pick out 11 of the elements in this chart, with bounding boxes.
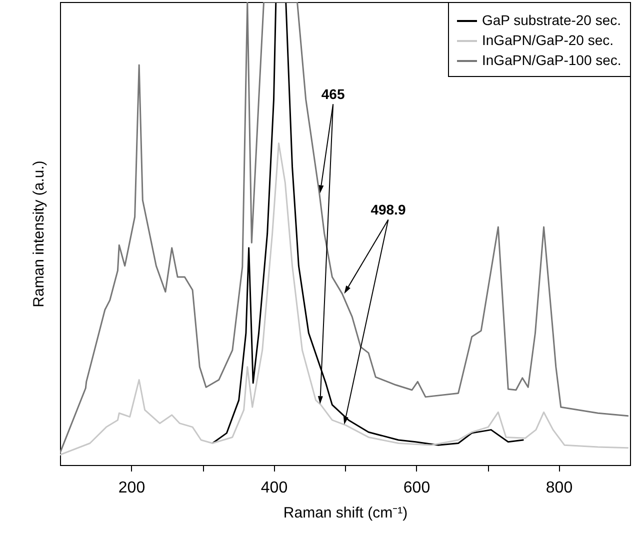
legend-label: InGaPN/GaP-100 sec. (482, 52, 622, 68)
x-tick-label: 600 (403, 480, 430, 496)
x-tick-label: 400 (260, 480, 288, 496)
x-tick-label: 200 (118, 480, 146, 496)
x-tick-label: 800 (546, 480, 573, 496)
y-axis-title: Raman intensity (a.u.) (30, 160, 48, 308)
legend-label: GaP substrate-20 sec. (482, 12, 622, 28)
x-axis-title: Raman shift (cm⁻¹) (283, 504, 408, 522)
annotation: 465 (321, 86, 345, 102)
legend-label: InGaPN/GaP-20 sec. (482, 32, 614, 48)
annotation: 498.9 (370, 202, 406, 218)
